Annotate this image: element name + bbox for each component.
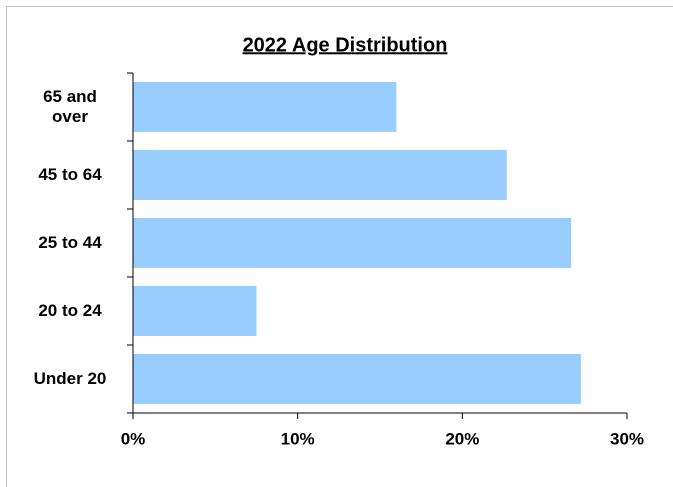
x-tick-label: 20% xyxy=(445,429,479,448)
y-tick-label: 20 to 24 xyxy=(38,301,102,320)
x-tick-label: 0% xyxy=(121,429,146,448)
bar xyxy=(133,82,397,132)
y-tick-label: 65 and over xyxy=(43,87,97,126)
bar xyxy=(133,150,507,200)
y-tick-label: Under 20 xyxy=(33,369,107,388)
frame xyxy=(6,6,673,487)
bar xyxy=(133,218,572,268)
bar xyxy=(133,286,257,336)
y-tick-label: 25 to 44 xyxy=(38,233,102,252)
x-tick-label: 30% xyxy=(610,429,644,448)
bar xyxy=(133,354,581,404)
chart-title: 2022 Age Distribution xyxy=(243,34,448,56)
x-tick-label: 10% xyxy=(281,429,315,448)
y-tick-label: 45 to 64 xyxy=(38,165,102,184)
